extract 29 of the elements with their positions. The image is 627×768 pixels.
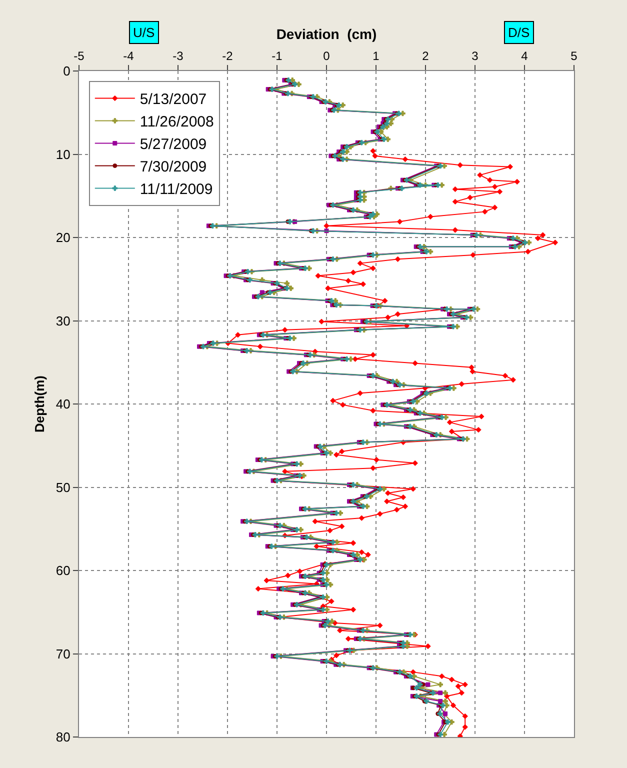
x-tick-label: 5 xyxy=(570,49,578,64)
y-tick-label: 70 xyxy=(56,646,70,662)
x-tick-label: -4 xyxy=(123,49,134,64)
legend-label: 7/30/2009 xyxy=(140,158,207,176)
y-tick-label: 30 xyxy=(56,313,70,328)
x-tick-label: -5 xyxy=(74,49,85,64)
y-tick-label: 40 xyxy=(56,396,70,412)
legend-label: 11/26/2008 xyxy=(140,114,214,131)
x-tick-label: 2 xyxy=(422,49,430,64)
y-tick-label: 50 xyxy=(56,480,70,495)
x-tick-label: -3 xyxy=(172,49,184,64)
x-tick-label: 4 xyxy=(521,49,528,64)
x-tick-label: 1 xyxy=(372,49,380,64)
legend-label: 5/27/2009 xyxy=(140,136,207,154)
y-tick-label: 20 xyxy=(56,230,70,246)
y-tick-label: 0 xyxy=(63,64,70,79)
text: U/S xyxy=(133,25,155,40)
legend-label: 11/11/2009 xyxy=(140,181,213,198)
x-tick-label: 0 xyxy=(323,49,330,64)
y-tick-label: 80 xyxy=(56,730,70,745)
x-tick-label: -1 xyxy=(272,49,283,64)
x-tick-label: -2 xyxy=(222,49,234,64)
x-tick-label: 3 xyxy=(472,49,479,64)
y-tick-label: 10 xyxy=(56,146,70,162)
x-axis-title: Deviation (cm) xyxy=(276,26,377,42)
y-axis-title: Depth(m) xyxy=(32,375,47,433)
legend-label: 5/13/2007 xyxy=(140,91,207,108)
y-tick-label: 60 xyxy=(56,563,70,578)
text: D/S xyxy=(508,25,530,40)
